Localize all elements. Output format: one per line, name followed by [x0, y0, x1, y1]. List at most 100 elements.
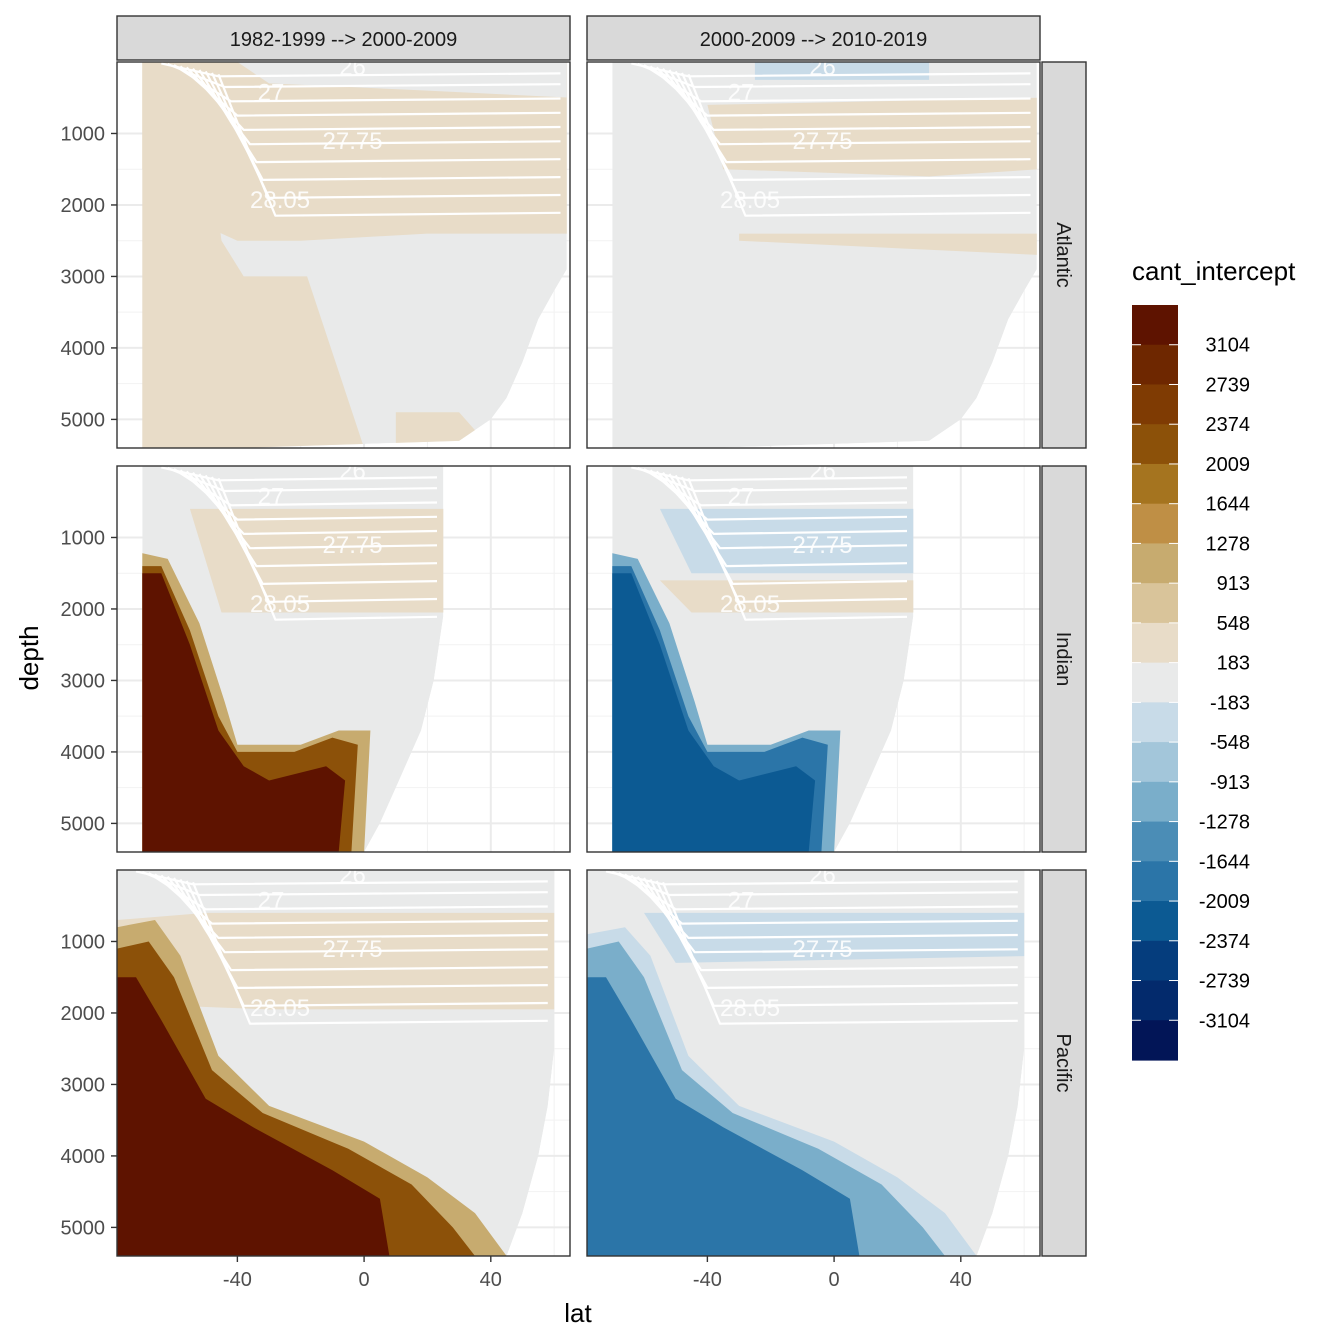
x-tick-label: 0: [359, 1269, 370, 1291]
legend-label: -2739: [1199, 971, 1250, 993]
isopycnal-label: 26: [339, 54, 366, 81]
panel-indian-1: 26 27 27.75 28.05: [116, 458, 571, 853]
isopycnal-line: [191, 881, 548, 1025]
surface-grey-band: [237, 62, 567, 98]
y-tick-label: 2000: [61, 195, 106, 217]
surface-blue-band: [754, 62, 930, 80]
legend-label: 1278: [1206, 533, 1251, 555]
legend-title: cant_intercept: [1132, 256, 1296, 286]
legend-label: 183: [1217, 653, 1250, 675]
legend-label: -548: [1210, 732, 1250, 754]
x-tick-label: -40: [223, 1269, 252, 1291]
isopycnal-label: 27.75: [323, 936, 383, 963]
column-strip: [116, 15, 571, 61]
x-tick-label: 40: [950, 1269, 972, 1291]
legend-label: -183: [1210, 692, 1250, 714]
legend-swatch: [1132, 662, 1178, 703]
y-tick-label: 3000: [61, 266, 106, 288]
row-strip: [1041, 61, 1087, 449]
legend-label: -2009: [1199, 891, 1250, 913]
isopycnal-label: 27: [728, 484, 755, 511]
isopycnal-line: [649, 65, 1031, 117]
isopycnal-line: [217, 73, 561, 217]
legend-swatch: [1132, 543, 1178, 584]
isopycnal-line: [687, 477, 908, 621]
upper-blue-band: [659, 508, 914, 574]
legend-swatch: [1132, 781, 1178, 823]
legend-swatch: [1132, 702, 1178, 743]
legend-label: 2739: [1206, 374, 1251, 396]
isopycnal-label: 28.05: [250, 187, 310, 214]
legend-label: 2374: [1206, 414, 1251, 436]
y-tick-label: 5000: [61, 813, 106, 835]
legend-label: -913: [1210, 772, 1250, 794]
isopycnal-label: 27: [258, 80, 285, 107]
panel-border: [116, 869, 571, 1257]
isopycnal-label: 26: [339, 458, 366, 485]
bottom-core: [142, 573, 346, 852]
isopycnal-line: [687, 73, 1031, 217]
isopycnal-label: 27.75: [323, 128, 383, 155]
contour-field: 26 27 27.75 28.05: [142, 458, 444, 852]
contour-field: 26 27 27.75 28.05: [612, 458, 914, 852]
legend-swatch: [1132, 821, 1178, 862]
y-tick-label: 4000: [61, 338, 106, 360]
y-tick-label: 1000: [61, 527, 106, 549]
panel-pacific-2: 26 27 27.75 28.05: [586, 862, 1041, 1257]
legend-swatch: [1132, 622, 1178, 664]
y-tick-label: 2000: [61, 1003, 106, 1025]
column-strip: [586, 15, 1041, 61]
contour-field: 26 27 27.75 28.05: [587, 862, 1025, 1256]
y-tick-label: 1000: [61, 123, 106, 145]
isopycnal-line: [217, 477, 438, 621]
panel-atlantic-1: 26 27 27.75 28.05: [116, 54, 571, 449]
isopycnal-label: 27.75: [793, 936, 853, 963]
row-strip-label: Pacific: [1052, 1034, 1074, 1093]
contour-field: 26 27 27.75 28.05: [142, 54, 567, 448]
isopycnal-label: 26: [809, 458, 836, 485]
legend-swatch: [1132, 463, 1178, 505]
panel-border: [116, 61, 571, 449]
y-tick-label: 3000: [61, 670, 106, 692]
panel-border: [586, 61, 1041, 449]
y-tick-label: 4000: [61, 742, 106, 764]
panel-indian-2: 26 27 27.75 28.05: [586, 458, 1041, 853]
isopycnal-line: [624, 873, 1018, 925]
isopycnal-label: 27.75: [793, 532, 853, 559]
isopycnal-label: 28.05: [250, 995, 310, 1022]
legend-swatch: [1132, 861, 1178, 902]
column-strip-label: 1982-1999 --> 2000-2009: [230, 29, 457, 51]
upper-beige-band: [189, 508, 444, 613]
y-tick-label: 2000: [61, 599, 106, 621]
legend-swatch: [1132, 940, 1178, 982]
isopycnal-label: 26: [809, 862, 836, 889]
x-tick-label: 0: [829, 1269, 840, 1291]
y-tick-label: 5000: [61, 1217, 106, 1239]
isopycnal-label: 27: [728, 888, 755, 915]
isopycnal-line: [179, 469, 438, 521]
legend-label: 1644: [1206, 494, 1251, 516]
upper-beige-band: [707, 97, 1037, 177]
legend-swatch: [1132, 980, 1178, 1021]
panel-atlantic-2: 26 27 27.75 28.05: [586, 54, 1041, 449]
legend-label: -2374: [1199, 931, 1250, 953]
legend-swatch: [1132, 305, 1178, 346]
isopycnal-label: 26: [809, 54, 836, 81]
legend-swatch: [1132, 503, 1178, 545]
x-tick-label: -40: [693, 1269, 722, 1291]
panels: 26 27 27.75 28.05 26 27 27.75 28.05 26 27 27.75 28.…: [116, 54, 1041, 1257]
row-strip-label: Atlantic: [1052, 222, 1074, 288]
axes: 1000200030004000500010002000300040005000…: [61, 123, 972, 1291]
isopycnal-line: [661, 881, 1018, 1025]
panel-border: [116, 465, 571, 853]
bottom-core: [117, 977, 390, 1256]
y-tick-label: 4000: [61, 1146, 106, 1168]
isopycnal-label: 27.75: [323, 532, 383, 559]
legend-swatch: [1132, 344, 1178, 386]
x-axis-title: lat: [564, 1298, 592, 1328]
isopycnal-line: [154, 873, 548, 925]
isopycnal-line: [649, 469, 908, 521]
isopycnal-label: 26: [339, 862, 366, 889]
y-tick-label: 1000: [61, 931, 106, 953]
